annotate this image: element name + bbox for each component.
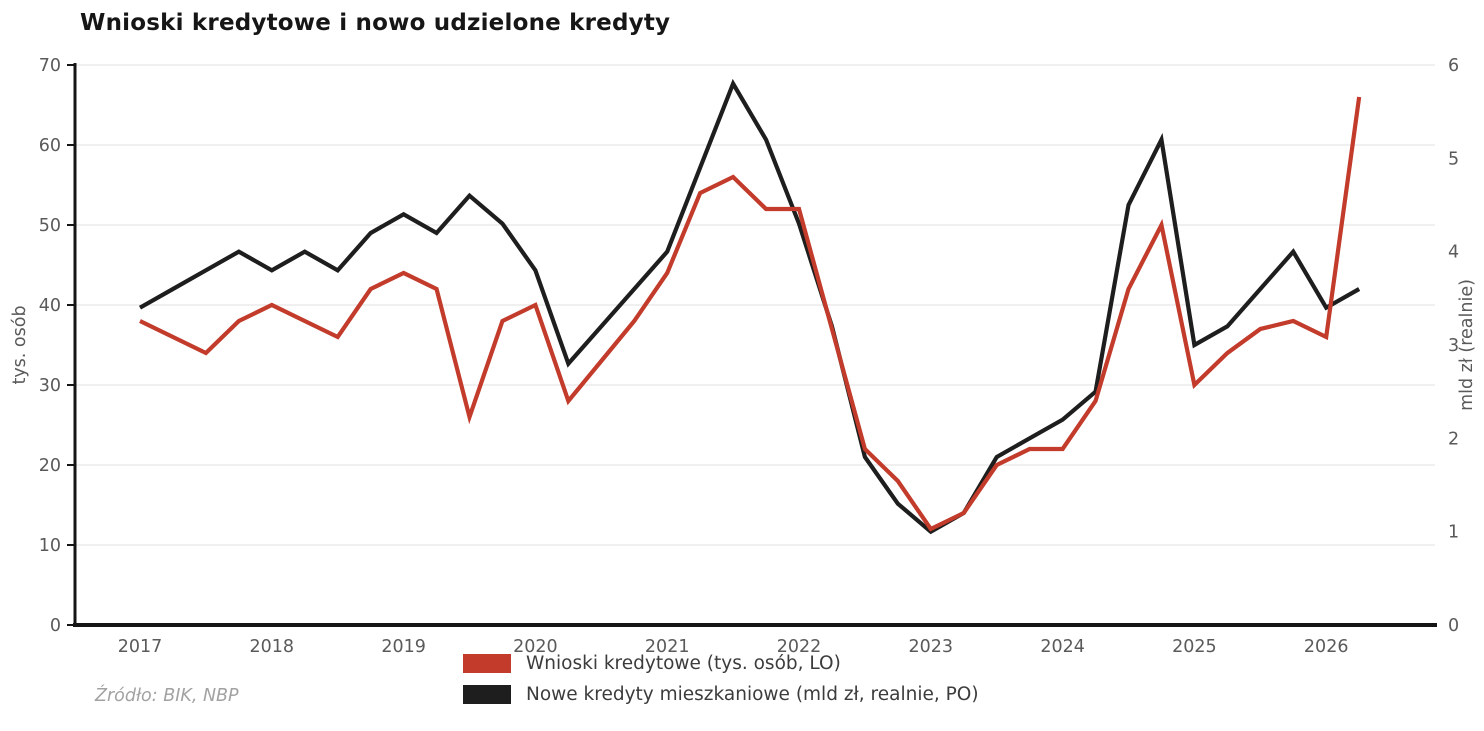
x-tick-label: 2024: [1040, 637, 1085, 657]
left-tick-label: 10: [39, 536, 61, 556]
right-axis-title: mld zł (realnie): [1457, 279, 1477, 411]
left-tick-label: 20: [39, 456, 61, 476]
left-tick-label: 50: [39, 216, 61, 236]
x-tick-label: 2021: [645, 637, 690, 657]
x-tick-label: 2026: [1304, 637, 1349, 657]
chart-legend: Wnioski kredytowe (tys. osób, LO) Nowe k…: [463, 651, 979, 713]
x-tick-label: 2018: [250, 637, 295, 657]
right-tick-label: 6: [1448, 56, 1459, 76]
left-tick-label: 40: [39, 296, 61, 316]
right-tick-label: 3: [1448, 336, 1459, 356]
right-tick-label: 5: [1448, 149, 1459, 169]
left-tick-label: 70: [39, 56, 61, 76]
source-note: Źródło: BIK, NBP: [95, 686, 239, 706]
right-tick-label: 1: [1448, 523, 1459, 543]
x-tick-label: 2019: [381, 637, 426, 657]
legend-row-new-loans: Nowe kredyty mieszkaniowe (mld zł, realn…: [463, 682, 979, 707]
x-tick-label: 2025: [1172, 637, 1217, 657]
series-line-new-loans: [138, 78, 1361, 535]
right-tick-label: 2: [1448, 429, 1459, 449]
left-axis-title: tys. osób: [10, 305, 30, 384]
left-tick-label: 60: [39, 136, 61, 156]
chart-title: Wnioski kredytowe i nowo udzielone kredy…: [80, 10, 671, 36]
legend-swatch-new-loans: [463, 685, 511, 704]
left-tick-label: 0: [50, 616, 61, 636]
left-tick-label: 30: [39, 376, 61, 396]
x-tick-label: 2022: [777, 637, 822, 657]
right-tick-label: 4: [1448, 243, 1459, 263]
legend-row-applications: Wnioski kredytowe (tys. osób, LO): [463, 651, 979, 676]
x-tick-label: 2017: [118, 637, 163, 657]
legend-swatch-applications: [463, 654, 511, 673]
legend-label-new-loans: Nowe kredyty mieszkaniowe (mld zł, realn…: [526, 684, 979, 705]
right-tick-label: 0: [1448, 616, 1459, 636]
x-tick-label: 2023: [909, 637, 954, 657]
x-tick-label: 2020: [513, 637, 558, 657]
legend-label-applications: Wnioski kredytowe (tys. osób, LO): [526, 653, 841, 674]
series-line-applications: [139, 96, 1362, 532]
